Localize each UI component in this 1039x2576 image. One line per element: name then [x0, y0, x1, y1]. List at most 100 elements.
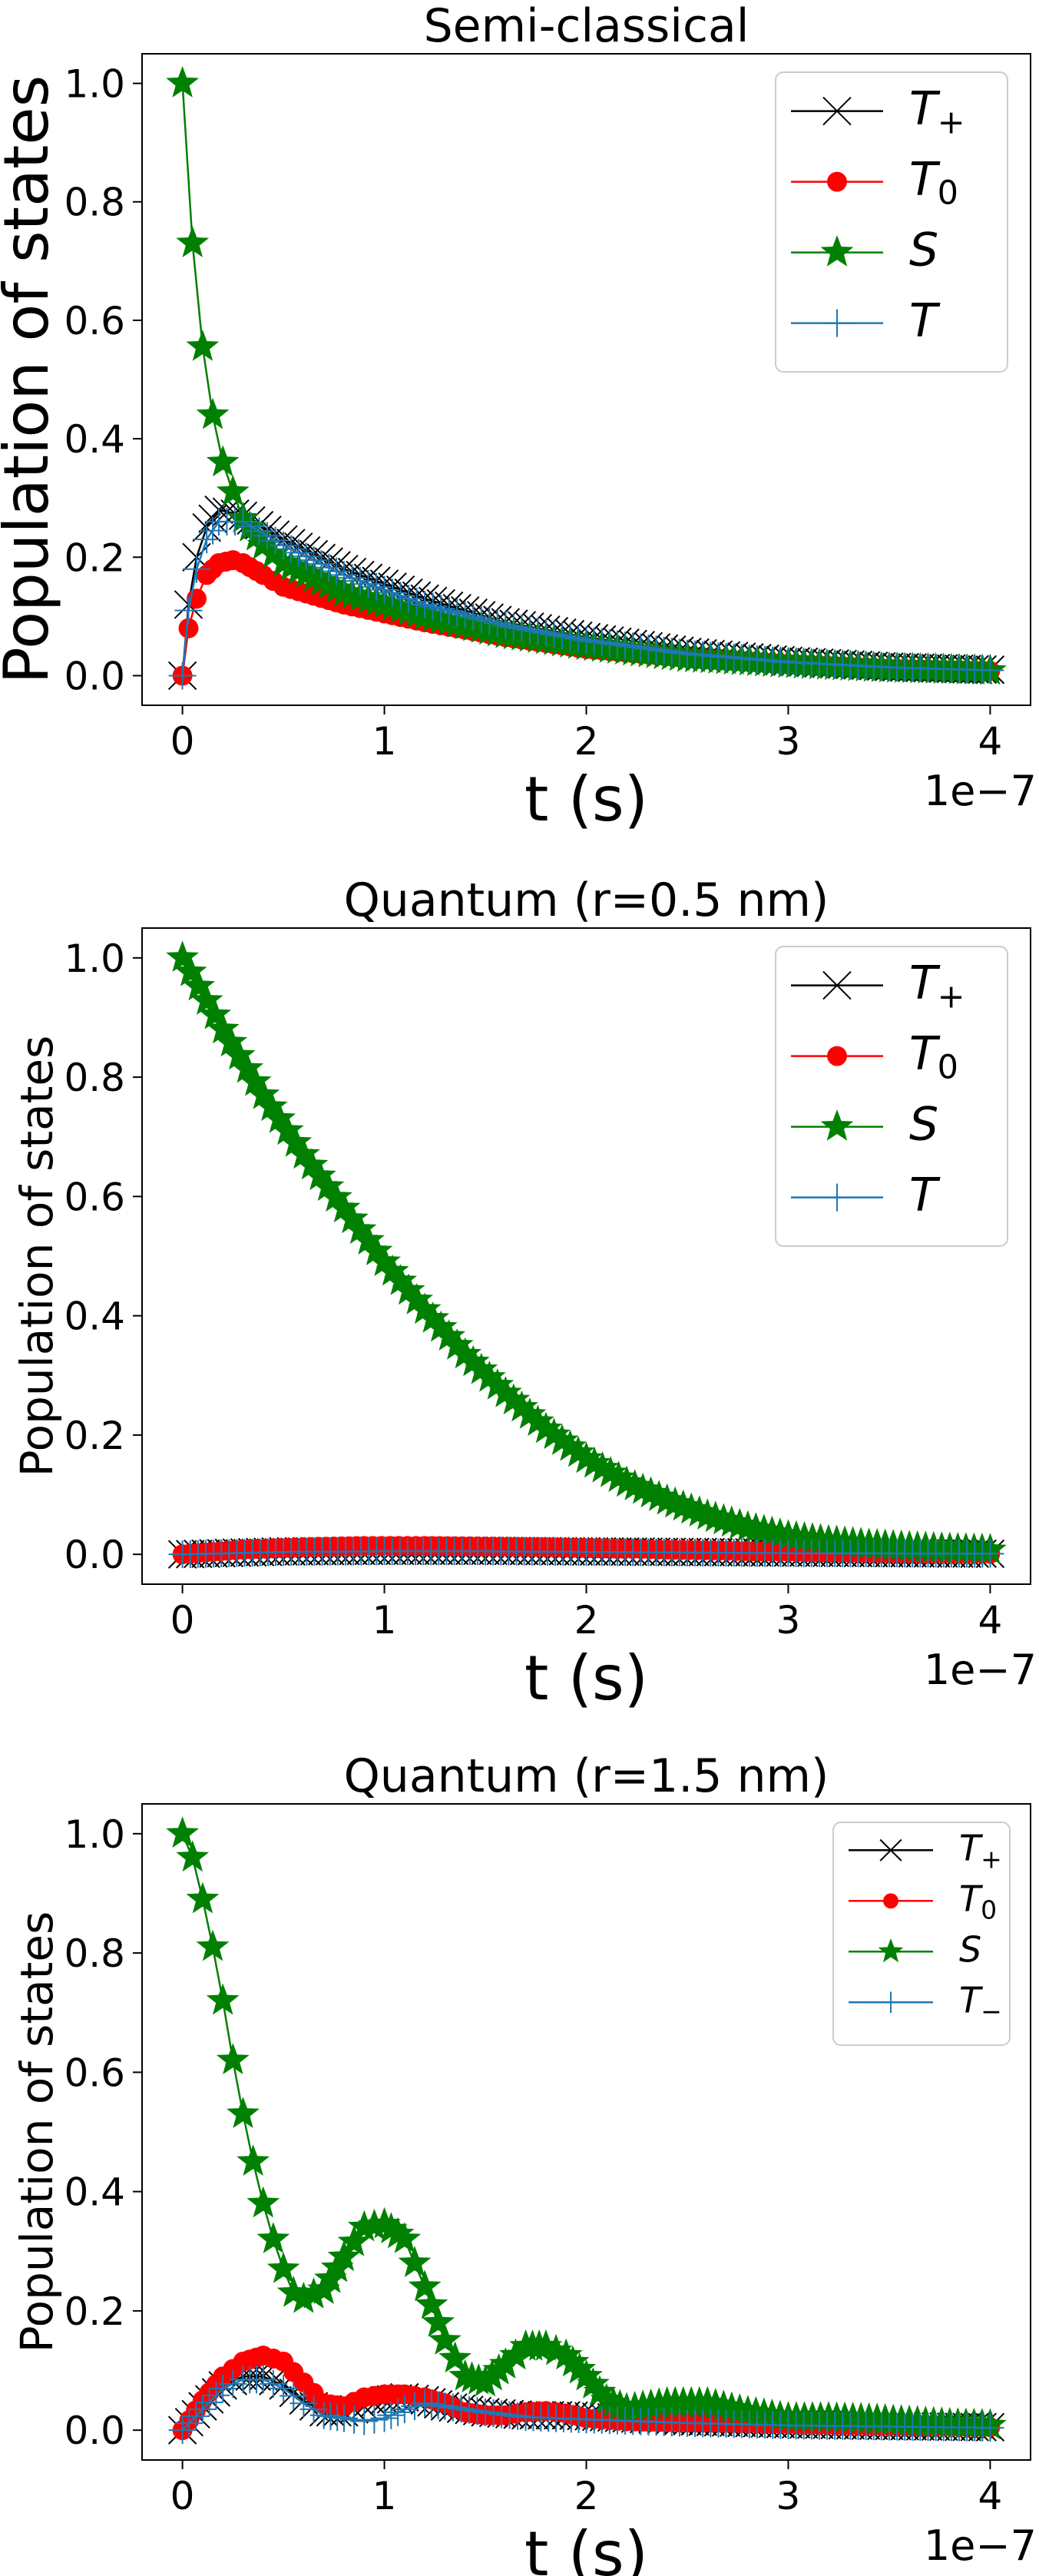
data-point [976, 656, 1004, 685]
x-tick-label: 3 [776, 2474, 801, 2518]
data-point [402, 588, 431, 616]
data-point [549, 2338, 583, 2370]
legend-marker [827, 171, 847, 192]
y-tick-label: 0.8 [64, 181, 125, 225]
x-tick-label: 3 [776, 1598, 801, 1643]
data-point [554, 1429, 587, 1461]
legend-label: T+ [959, 1827, 1002, 1874]
data-point [311, 1169, 345, 1202]
y-tick-label: 0.6 [64, 1175, 125, 1219]
data-point [214, 1025, 248, 1057]
data-point [415, 2287, 448, 2319]
y-axis-label: Population of states [11, 1911, 63, 2353]
data-point [488, 2400, 516, 2428]
series-4 [168, 508, 1004, 690]
data-point [398, 2246, 432, 2277]
data-point [657, 638, 686, 666]
data-point [237, 512, 265, 541]
y-tick-label: 0.4 [64, 2170, 125, 2215]
chart-3: Quantum (r=1.5 nm) 0 1 2 3 4 0.0 0.2 0.4 0.6 0.8 1.… [11, 1749, 1037, 2576]
data-point [276, 2276, 310, 2307]
data-point [456, 1344, 490, 1377]
series-3 [166, 1816, 1007, 2440]
data-point [303, 1159, 336, 1191]
legend-box [775, 946, 1008, 1247]
data-point [377, 2401, 405, 2429]
data-point [665, 638, 693, 667]
legend-label: S [909, 1097, 938, 1151]
data-point [166, 940, 199, 972]
data-point [261, 526, 290, 555]
data-point [347, 2210, 381, 2242]
data-point [538, 1417, 571, 1450]
data-point [182, 2402, 210, 2431]
data-point [166, 1816, 199, 1848]
data-point [338, 564, 366, 592]
plot-area [166, 940, 1007, 1569]
data-point [346, 567, 374, 595]
x-tick-label: 2 [574, 1598, 599, 1643]
data-point [400, 2392, 429, 2421]
data-point [299, 2395, 328, 2424]
data-point [206, 1983, 240, 2015]
data-point [190, 983, 223, 1015]
data-point [438, 2393, 467, 2422]
data-point [459, 603, 488, 632]
data-point [505, 1390, 538, 1422]
legend: T+ T0 ST [775, 71, 1008, 373]
data-point [256, 536, 290, 569]
data-point [431, 2392, 459, 2421]
data-point [193, 525, 221, 554]
data-point [611, 632, 640, 660]
data-point [497, 1383, 531, 1415]
legend-marker [822, 970, 852, 1000]
data-point [368, 2206, 401, 2239]
data-point [178, 618, 199, 638]
data-point [429, 2323, 462, 2355]
y-tick-label: 0.4 [64, 1295, 125, 1339]
data-point [495, 2401, 524, 2429]
legend: T+T0S T− [832, 1822, 1011, 2046]
data-point [198, 997, 232, 1029]
data-point [424, 1310, 458, 1342]
legend-marker [880, 1991, 902, 2014]
data-point [435, 597, 463, 625]
data-point [327, 1191, 361, 1223]
x-tick-label: 1 [372, 719, 397, 764]
x-axis-label: t (s) [524, 1643, 648, 1714]
y-tick-label: 0.0 [64, 654, 125, 698]
data-point [595, 629, 624, 658]
chart-title: Quantum (r=1.5 nm) [344, 1749, 829, 1803]
data-point [360, 2405, 389, 2434]
data-point [359, 1234, 393, 1265]
data-point [297, 2277, 330, 2309]
data-point [440, 1328, 474, 1360]
legend: T+ T0 ST [775, 946, 1008, 1247]
data-point [570, 1441, 603, 1474]
data-point [479, 2399, 508, 2428]
data-point [319, 1180, 352, 1212]
data-point [472, 2398, 500, 2426]
data-point [362, 572, 391, 601]
data-point [219, 2370, 247, 2399]
data-point [545, 1424, 579, 1455]
chart-2: Quantum (r=0.5 nm) 0 1 2 3 4 0.0 0.2 0.4 0.6 0.8 1.… [11, 874, 1037, 1714]
data-point [284, 539, 313, 567]
data-point [529, 1411, 563, 1444]
data-point [424, 2391, 452, 2419]
series-4 [168, 2365, 1004, 2445]
data-point [270, 531, 298, 559]
data-point [455, 2395, 483, 2424]
y-tick-label: 0.4 [64, 417, 125, 462]
legend-marker [827, 1046, 847, 1066]
data-point [240, 519, 273, 551]
data-point [323, 2403, 352, 2432]
data-point [307, 549, 336, 578]
x-offset-label: 1e−7 [924, 1646, 1037, 1694]
data-point [524, 617, 552, 645]
legend-label: T0 [909, 152, 958, 212]
data-point [475, 607, 504, 635]
chart-title: Semi-classical [424, 0, 749, 53]
data-point [388, 2222, 422, 2253]
data-point [411, 2389, 439, 2418]
